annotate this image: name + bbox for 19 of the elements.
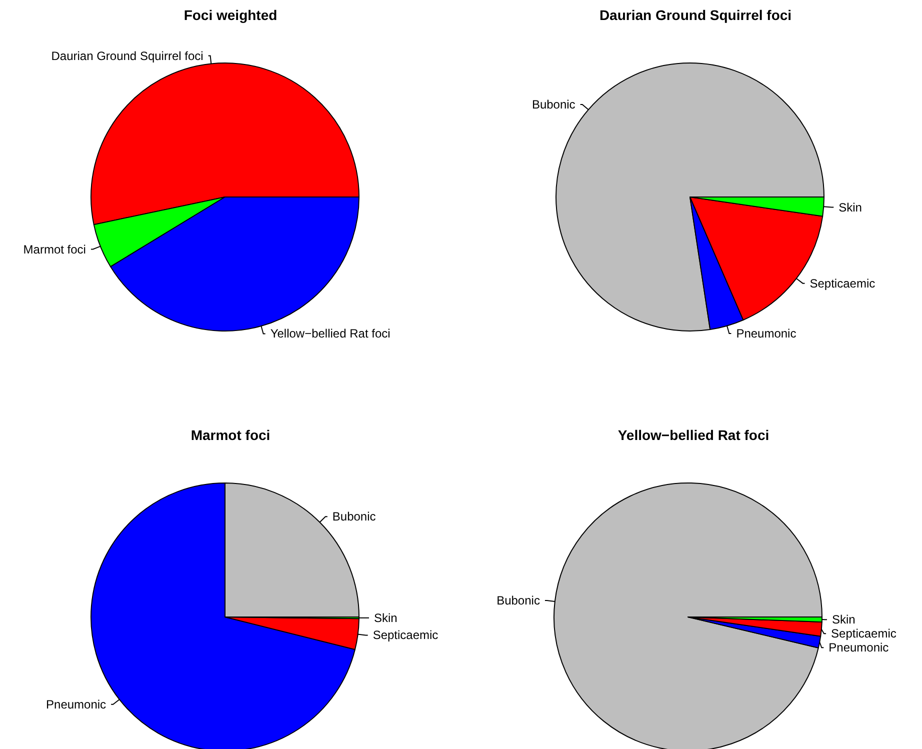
slice-label: Septicaemic bbox=[810, 276, 876, 290]
slice-label: Pneumonic bbox=[736, 326, 796, 340]
slice-label: Pneumonic bbox=[46, 697, 106, 712]
chart-title: Marmot foci bbox=[190, 427, 270, 443]
slice-label: Daurian Ground Squirrel foci bbox=[51, 48, 204, 63]
slice-label: Skin bbox=[374, 610, 398, 625]
slice-label: Septicaemic bbox=[372, 628, 438, 642]
slice-label: Septicaemic bbox=[831, 626, 896, 641]
slice-label: Bubonic bbox=[332, 510, 376, 524]
slice-label: Marmot foci bbox=[23, 242, 86, 256]
slice-label: Bubonic bbox=[532, 97, 576, 112]
slice-label: Bubonic bbox=[496, 594, 540, 608]
slice-label: Skin bbox=[838, 200, 862, 214]
slice-label: Yellow−bellied Rat foci bbox=[270, 326, 390, 341]
chart-title: Yellow−bellied Rat foci bbox=[618, 427, 770, 443]
slice-label: Skin bbox=[832, 612, 856, 627]
slice-label: Pneumonic bbox=[828, 640, 889, 655]
chart-title: Daurian Ground Squirrel foci bbox=[599, 7, 792, 23]
chart-title: Foci weighted bbox=[184, 7, 278, 23]
